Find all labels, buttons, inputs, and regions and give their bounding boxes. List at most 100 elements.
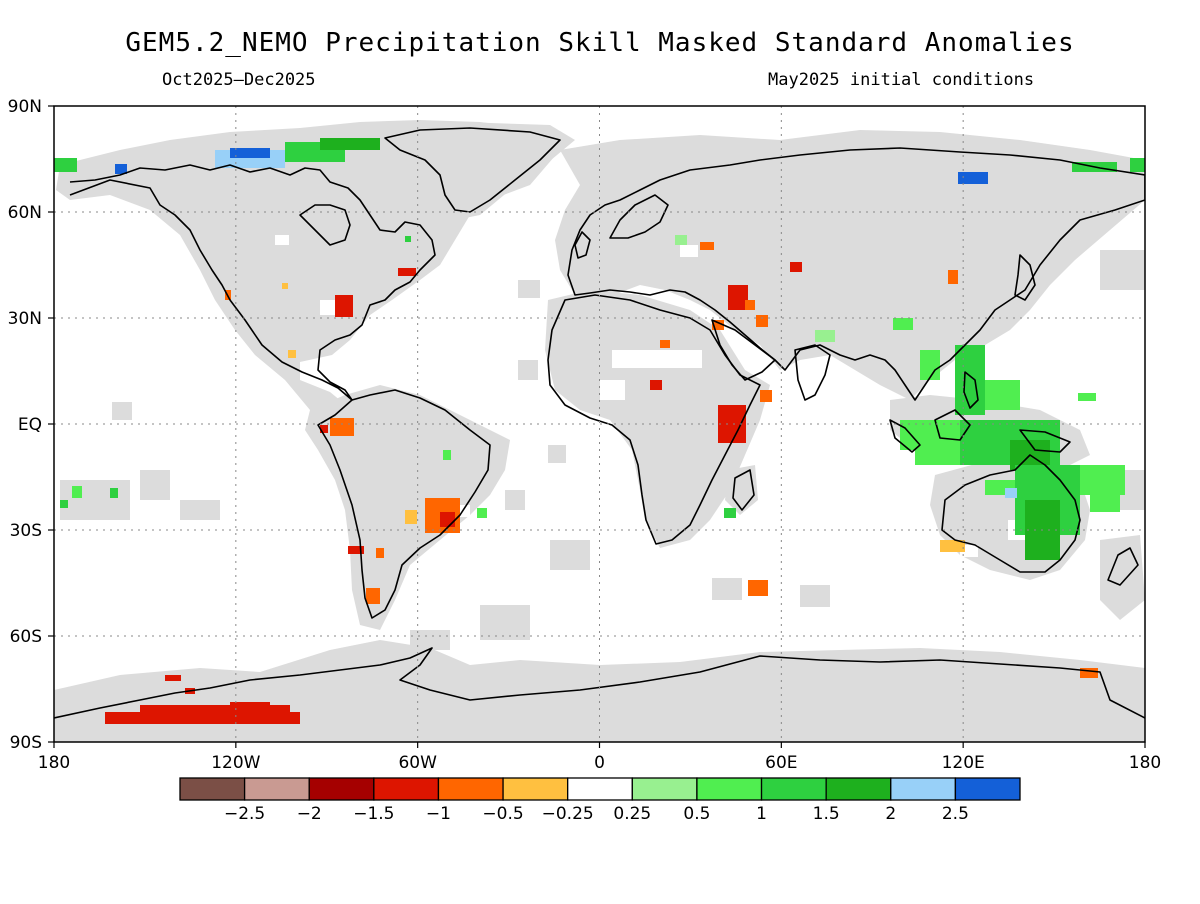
mask-block (60, 480, 130, 520)
anomaly-patch (320, 425, 328, 433)
anomaly-patch (115, 164, 127, 174)
mask-block (518, 280, 540, 298)
lon-tick-label: 60W (398, 753, 437, 773)
colorbar-label: −2 (297, 804, 322, 824)
lat-tick-label: 90S (10, 733, 42, 753)
colorbar-swatch (760, 777, 827, 801)
anomaly-patch (110, 488, 118, 498)
anomaly-patch (1005, 488, 1017, 498)
coastlines (54, 127, 1145, 719)
mask-block (518, 360, 538, 380)
mask-block (480, 605, 530, 640)
colorbar-labels: −2.5 −2 −1.5 −1 −0.5 −0.25 0.25 0.5 1 1.5 2 2.5 (224, 804, 969, 824)
lat-tick-label: 30N (8, 309, 42, 329)
lon-tick-label: 120W (211, 753, 260, 773)
mask-block (548, 445, 566, 463)
mask-south-america (305, 385, 510, 630)
coast-eurasia (567, 147, 1145, 401)
anomaly-patch (54, 158, 77, 172)
colorbar-label: 1.5 (813, 804, 840, 824)
colorbar-label: −2.5 (224, 804, 265, 824)
coast-madagascar (732, 469, 755, 511)
colorbar-label: 1 (756, 804, 767, 824)
coast-uk (574, 231, 591, 259)
mask-block (140, 470, 170, 500)
coast-scandinavia (609, 194, 669, 239)
anomaly-patch (330, 418, 354, 436)
colorbar-swatch (373, 777, 440, 801)
chart-title: GEM5.2_NEMO Precipitation Skill Masked S… (125, 28, 1075, 58)
anomaly-patch (165, 675, 181, 681)
lon-tick-label: 0 (594, 753, 605, 773)
anomaly-patch (985, 380, 1020, 410)
anomaly-patch (700, 242, 714, 250)
anomaly-patch (958, 172, 988, 184)
gridlines (54, 106, 1145, 742)
colorbar-label: −0.5 (482, 804, 523, 824)
anomaly-patch (760, 390, 772, 402)
neutral-patch (612, 350, 702, 368)
anomaly-patch (440, 512, 455, 527)
mask-eurasia (555, 130, 1145, 400)
anomaly-patch (348, 546, 364, 554)
anomaly-patch (376, 548, 384, 558)
coast-japan (1014, 254, 1036, 301)
latitude-labels: 90N 60N 30N EQ 30S 60S 90S (8, 97, 54, 753)
anomaly-patch (60, 500, 68, 508)
anomaly-patch (1090, 490, 1120, 512)
coast-new-zealand (1107, 547, 1139, 586)
lat-tick-label: 90N (8, 97, 42, 117)
mask-block (1100, 250, 1145, 290)
anomaly-patch (72, 486, 82, 498)
lat-tick-label: 60N (8, 203, 42, 223)
lat-tick-label: 30S (10, 521, 42, 541)
coast-borneo (934, 409, 971, 441)
lon-tick-label: 60E (765, 753, 797, 773)
mask-block (800, 585, 830, 607)
anomaly-patch (398, 268, 416, 276)
anomaly-patch (815, 330, 835, 342)
anomaly-patch (955, 345, 985, 415)
anomaly-patch (724, 508, 736, 518)
mask-block (410, 630, 450, 650)
coast-antarctica (54, 647, 1145, 719)
lon-tick-label: 180 (1129, 753, 1161, 773)
season-label: Oct2025–Dec2025 (162, 70, 316, 90)
coast-hudson-bay (299, 204, 351, 246)
anomaly-patch (1130, 158, 1145, 172)
colorbar-label: −1.5 (353, 804, 394, 824)
longitude-labels: 180 120W 60W 0 60E 120E 180 (38, 742, 1161, 773)
anomaly-patch (282, 283, 288, 289)
colorbar-label: 2.5 (942, 804, 969, 824)
anomaly-patch (320, 138, 380, 150)
lon-tick-label: 180 (38, 753, 70, 773)
colorbar-label: 0.5 (683, 804, 710, 824)
land-mask (54, 120, 1145, 742)
anomaly-patch (745, 300, 755, 310)
lon-tick-label: 120E (942, 753, 985, 773)
colorbar-swatch (696, 777, 763, 801)
anomaly-patches (54, 138, 1145, 724)
anomaly-patch (477, 508, 487, 518)
mask-block (550, 540, 590, 570)
mask-block (712, 578, 742, 600)
anomaly-patch (650, 380, 662, 390)
coast-sumatra (889, 419, 921, 453)
anomaly-patch (790, 262, 802, 272)
colorbar-swatch (243, 777, 310, 801)
neutral-patch (275, 235, 289, 245)
coast-philippines (963, 371, 979, 409)
anomaly-patch (940, 540, 965, 552)
mask-block (505, 490, 525, 510)
anomaly-patch (948, 270, 958, 284)
mask-greenland (385, 122, 575, 220)
colorbar-swatch (631, 777, 698, 801)
anomaly-patch (230, 148, 270, 158)
anomaly-patch (443, 450, 451, 460)
anomaly-patch (756, 315, 768, 327)
anomaly-patch (405, 236, 411, 242)
anomaly-patch (748, 580, 768, 596)
colorbar-swatch (954, 777, 1021, 801)
